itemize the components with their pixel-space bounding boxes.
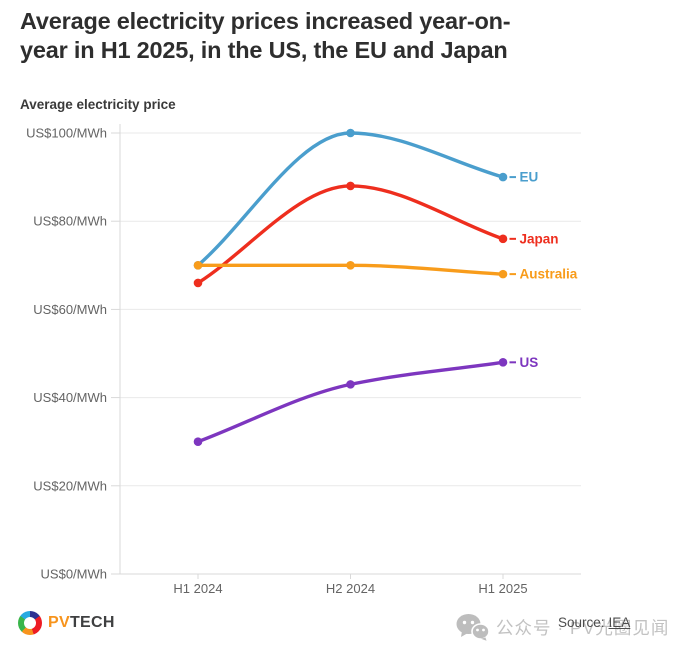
y-tick-label: US$0/MWh	[41, 567, 107, 582]
x-tick-label: H1 2025	[478, 581, 527, 596]
data-point-japan	[193, 278, 203, 288]
logo-tech-text: TECH	[69, 614, 115, 631]
data-point-australia	[193, 261, 203, 270]
wechat-icon	[456, 614, 489, 641]
data-point-australia	[346, 261, 355, 270]
logo-pv-text: PV	[48, 614, 70, 631]
series-line-eu	[196, 131, 505, 267]
data-point-australia	[498, 269, 508, 279]
pvtech-logo: PVTECH	[18, 611, 115, 635]
watermark-text: 公众号 · PV光圈见闻	[496, 617, 670, 638]
data-point-us	[193, 437, 203, 447]
source-link[interactable]: IEA	[608, 615, 631, 630]
data-point-us	[346, 380, 355, 389]
title-line-2: year in H1 2025, in the US, the EU and J…	[20, 37, 508, 63]
source-note: Source: IEA	[558, 615, 630, 630]
data-point-eu	[346, 128, 355, 138]
data-point-japan	[346, 181, 355, 191]
y-tick-label: US$80/MWh	[33, 214, 107, 229]
series-label-us: US	[520, 355, 539, 370]
pvtech-logo-icon	[18, 611, 42, 635]
series-label-eu: EU	[520, 170, 539, 185]
series-label-japan: Japan	[520, 231, 559, 246]
y-tick-label: US$40/MWh	[33, 390, 107, 405]
y-tick-label: US$100/MWh	[26, 126, 107, 141]
x-tick-label: H2 2024	[326, 581, 375, 596]
wechat-watermark: 公众号 · PV光圈见闻	[456, 613, 669, 641]
line-chart: US$0/MWh US$20/MWh US$40/MWh US$60/MWh US$80…	[26, 124, 581, 596]
y-tick-label: US$20/MWh	[33, 478, 107, 493]
chart-subtitle: Average electricity price	[20, 97, 176, 112]
source-label: Source:	[558, 615, 605, 630]
y-tick-label: US$60/MWh	[33, 302, 107, 317]
title-line-1: Average electricity prices increased yea…	[20, 8, 511, 34]
x-tick-label: H1 2024	[173, 581, 222, 596]
data-point-us	[498, 358, 508, 367]
series-label-australia: Australia	[520, 267, 578, 282]
data-point-eu	[498, 172, 508, 182]
pvtech-logo-text: PVTECH	[48, 614, 115, 632]
data-point-japan	[498, 234, 508, 244]
series-line-us	[196, 360, 505, 444]
chart-title: Average electricity prices increased yea…	[20, 7, 511, 65]
